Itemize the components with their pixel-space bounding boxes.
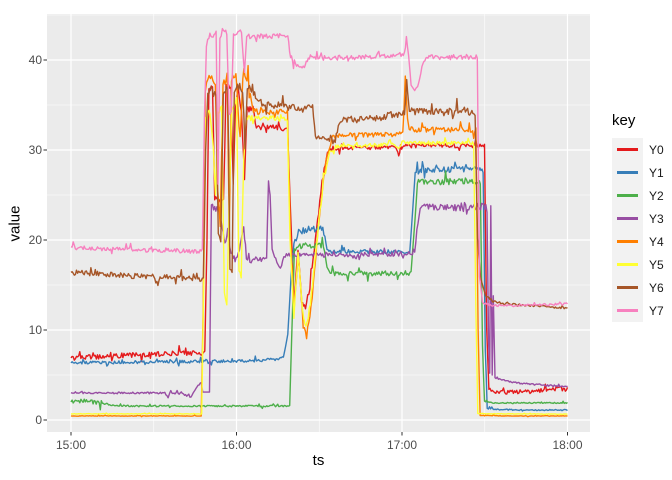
legend-label-Y0: Y0 — [649, 142, 664, 157]
series-line-Y7 — [70, 27, 568, 308]
legend-swatch-Y2 — [617, 194, 638, 197]
legend-label-Y7: Y7 — [649, 303, 664, 318]
y-tick-label: 10 — [28, 323, 42, 337]
legend-swatch-Y7 — [617, 309, 638, 312]
legend-key-Y4 — [612, 230, 643, 253]
legend-swatch-Y4 — [617, 240, 638, 243]
legend-key-Y1 — [612, 161, 643, 184]
legend: key Y0 Y1 Y2 Y3 Y4 Y5 Y6 Y7 — [604, 112, 664, 322]
legend-item-Y1: Y1 — [612, 161, 664, 184]
x-tick-label: 18:00 — [552, 438, 583, 452]
series-line-Y3 — [70, 180, 568, 399]
series-line-Y5 — [70, 96, 568, 416]
y-axis-title: value — [6, 205, 24, 242]
legend-item-Y0: Y0 — [612, 138, 664, 161]
legend-key-Y2 — [612, 184, 643, 207]
legend-key-Y0 — [612, 138, 643, 161]
legend-label-Y6: Y6 — [649, 280, 664, 295]
legend-item-Y7: Y7 — [612, 299, 664, 322]
x-tick-label: 17:00 — [386, 438, 417, 452]
series-line-Y2 — [70, 170, 568, 411]
legend-swatch-Y0 — [617, 148, 638, 151]
y-tick-label: 40 — [28, 53, 42, 67]
x-axis-title: ts — [312, 452, 325, 469]
x-tick-label: 16:00 — [221, 438, 252, 452]
y-tick-label: 30 — [28, 143, 42, 157]
y-tick-label: 20 — [28, 233, 42, 247]
series-layer — [70, 27, 569, 418]
legend-swatch-Y1 — [617, 171, 638, 174]
legend-label-Y5: Y5 — [649, 257, 664, 272]
series-line-Y6 — [70, 78, 568, 310]
legend-items: Y0 Y1 Y2 Y3 Y4 Y5 Y6 Y7 — [604, 138, 664, 322]
y-tick-label: 0 — [35, 413, 42, 427]
x-tick-label: 15:00 — [55, 438, 87, 452]
legend-item-Y5: Y5 — [612, 253, 664, 276]
legend-label-Y4: Y4 — [649, 234, 664, 249]
legend-label-Y3: Y3 — [649, 211, 664, 226]
legend-swatch-Y3 — [617, 217, 638, 220]
legend-label-Y1: Y1 — [649, 165, 664, 180]
legend-item-Y2: Y2 — [612, 184, 664, 207]
legend-key-Y7 — [612, 299, 643, 322]
legend-key-Y6 — [612, 276, 643, 299]
legend-item-Y6: Y6 — [612, 276, 664, 299]
legend-swatch-Y6 — [617, 286, 638, 289]
legend-label-Y2: Y2 — [649, 188, 664, 203]
legend-key-Y3 — [612, 207, 643, 230]
legend-title: key — [612, 112, 636, 129]
series-line-Y0 — [70, 84, 569, 395]
legend-swatch-Y5 — [617, 263, 638, 266]
legend-item-Y4: Y4 — [612, 230, 664, 253]
legend-item-Y3: Y3 — [612, 207, 664, 230]
legend-key-Y5 — [612, 253, 643, 276]
